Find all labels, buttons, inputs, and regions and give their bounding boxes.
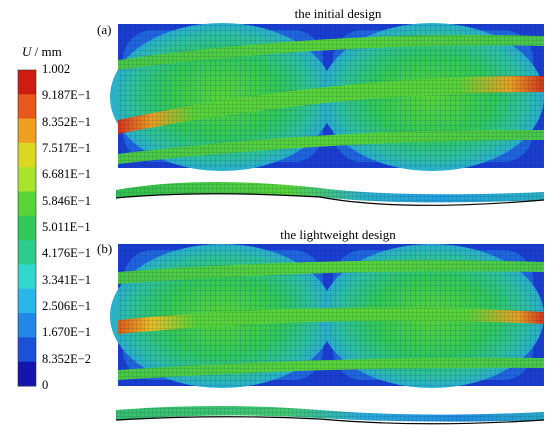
legend-tick-label: 2.506E−1: [42, 299, 92, 313]
legend-unit: / mm: [31, 44, 62, 59]
legend-swatch: [18, 240, 36, 265]
panel-a-side-view: [115, 181, 545, 206]
legend-tick-label: 9.187E−1: [42, 88, 92, 103]
legend-tick-label: 1.670E−1: [42, 325, 92, 340]
panel-b-side-view: [115, 406, 545, 425]
legend-swatch: [18, 264, 36, 290]
legend-tick-label: 6.681E−1: [42, 167, 92, 182]
legend-swatch: [18, 118, 36, 144]
panel-a-label: (a): [97, 22, 112, 37]
legend-frame: [17, 69, 37, 387]
panel-a-beams: [118, 35, 544, 164]
legend-swatch: [18, 167, 36, 193]
panel-b-label: (b): [97, 241, 113, 256]
legend-swatch: [18, 337, 36, 363]
legend-title: U / mm: [22, 44, 62, 60]
panel-a-title: the initial design: [294, 6, 382, 21]
legend-tick-label: 5.011E−1: [42, 220, 91, 234]
legend-swatch: [18, 70, 36, 95]
legend-swatch: [18, 361, 36, 387]
legend-tick-label: 1.002: [42, 62, 71, 76]
panel-b-title: the lightweight design: [280, 227, 396, 242]
legend-swatch: [18, 142, 36, 168]
legend-tick-label: 8.352E−2: [42, 351, 92, 366]
legend-swatch: [18, 313, 36, 338]
legend-symbol: U: [22, 44, 32, 59]
panel-b-beams: [118, 260, 544, 380]
legend-tick-label: 4.176E−1: [42, 246, 92, 261]
legend-tick-label: 7.517E−1: [42, 141, 92, 155]
legend-swatch: [18, 94, 36, 120]
legend-tick-label: 8.352E−1: [42, 114, 92, 129]
legend-swatch: [18, 191, 36, 217]
legend-tick-label: 5.846E−1: [42, 193, 92, 208]
legend-swatch: [18, 215, 36, 241]
legend-color-bar: [17, 69, 37, 387]
legend-tick-label: 0: [42, 378, 49, 392]
legend-swatch: [18, 288, 36, 314]
legend-tick-label: 3.341E−1: [42, 272, 92, 287]
